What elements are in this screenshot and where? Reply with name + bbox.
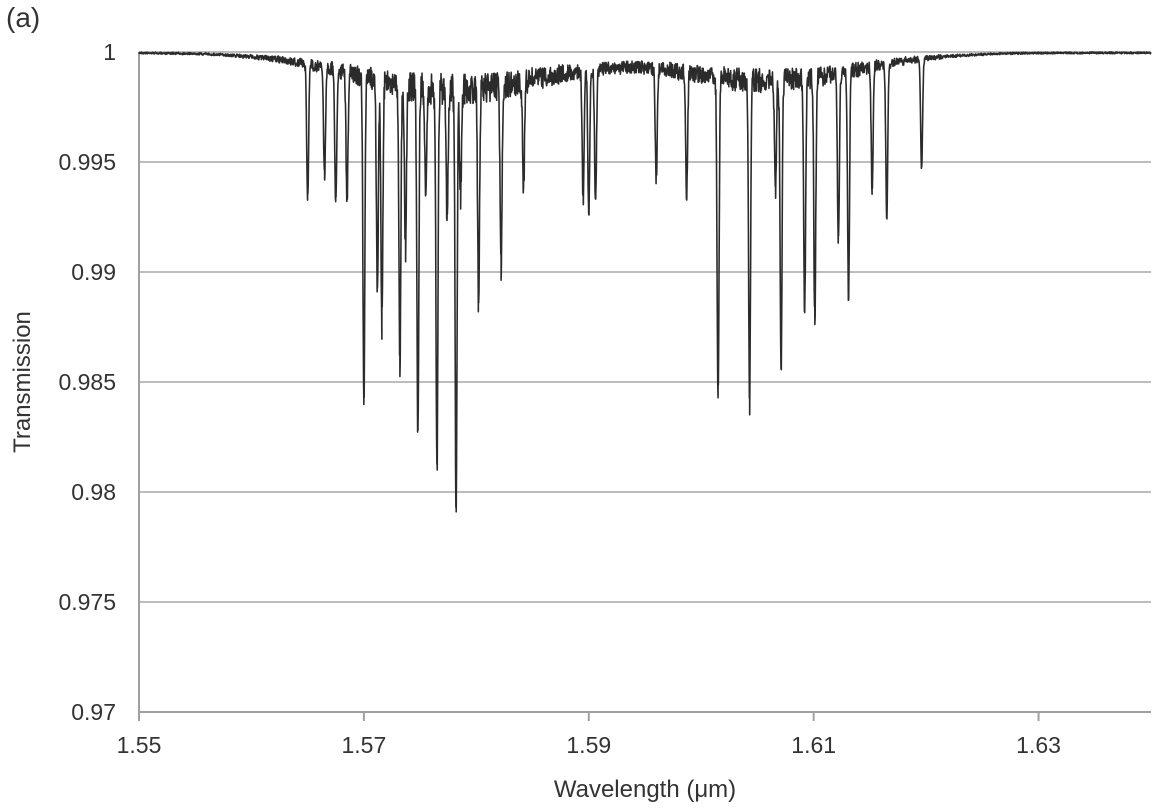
transmission-line	[138, 51, 1152, 513]
y-tick-label-2: 0.98	[71, 479, 116, 505]
x-axis-title: Wavelength (μm)	[554, 776, 736, 803]
y-tick-label-0: 0.97	[71, 699, 116, 725]
axes	[138, 52, 1151, 721]
tick-labels: 1.55 1.57 1.59 1.61 1.63 0.97 0.975 0.98 0.985 0.…	[58, 39, 1061, 758]
y-tick-label-5: 0.995	[58, 149, 116, 175]
y-axis-title: Transmission	[9, 311, 36, 453]
y-tick-label-4: 0.99	[71, 259, 116, 285]
x-tick-label-3: 1.61	[791, 732, 836, 758]
grid-lines	[139, 51, 1151, 603]
y-tick-label-6: 1	[103, 39, 116, 65]
panel-label: (a)	[6, 2, 41, 33]
y-tick-label-1: 0.975	[58, 589, 116, 615]
x-tick-label-2: 1.59	[566, 732, 611, 758]
x-tick-label-1: 1.57	[342, 732, 387, 758]
x-tick-label-0: 1.55	[117, 732, 162, 758]
x-tick-label-4: 1.63	[1016, 732, 1061, 758]
transmission-series	[138, 51, 1152, 513]
y-tick-label-3: 0.985	[58, 369, 116, 395]
